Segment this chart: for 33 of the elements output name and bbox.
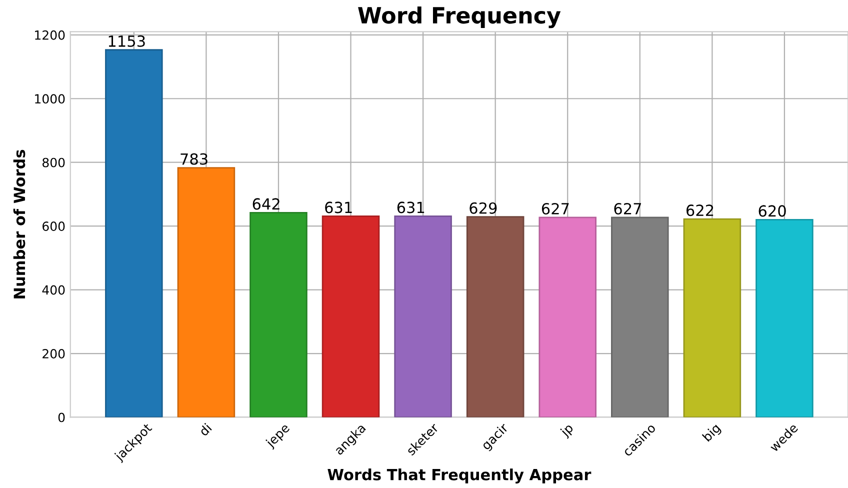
- data-label: 631: [325, 202, 352, 214]
- y-tick-label: 1000: [35, 94, 65, 104]
- bar: [394, 216, 452, 418]
- x-tick-label: jp: [559, 422, 576, 439]
- y-tick-label: 200: [42, 348, 65, 358]
- bar: [683, 218, 742, 418]
- x-tick-label: di: [198, 422, 212, 437]
- bar: [177, 167, 236, 418]
- bar: [611, 216, 669, 418]
- x-tick-label: big: [702, 422, 722, 444]
- bar: [466, 216, 524, 418]
- x-axis-title: Words That Frequently Appear: [328, 468, 592, 484]
- data-label: 642: [252, 198, 280, 210]
- y-tick-label: 400: [42, 285, 65, 295]
- y-tick-label: 0: [58, 412, 65, 422]
- bar: [756, 219, 814, 418]
- data-label: 627: [614, 202, 642, 215]
- bar: [105, 49, 163, 418]
- y-tick-label: 1200: [35, 30, 65, 40]
- chart-title: Word Frequency: [358, 6, 561, 28]
- bar: [250, 212, 308, 418]
- bar: [538, 216, 596, 418]
- y-tick-label: 800: [42, 158, 65, 168]
- data-label: 631: [397, 202, 424, 214]
- y-tick-label: 600: [42, 222, 65, 231]
- bar: [322, 216, 380, 418]
- data-label: 627: [542, 202, 569, 215]
- data-label: 629: [470, 202, 497, 214]
- y-axis-title: Number of Words: [13, 150, 26, 298]
- data-label: 1153: [108, 35, 145, 47]
- data-label: 783: [180, 153, 208, 165]
- data-label: 620: [758, 205, 786, 217]
- data-label: 622: [686, 204, 714, 216]
